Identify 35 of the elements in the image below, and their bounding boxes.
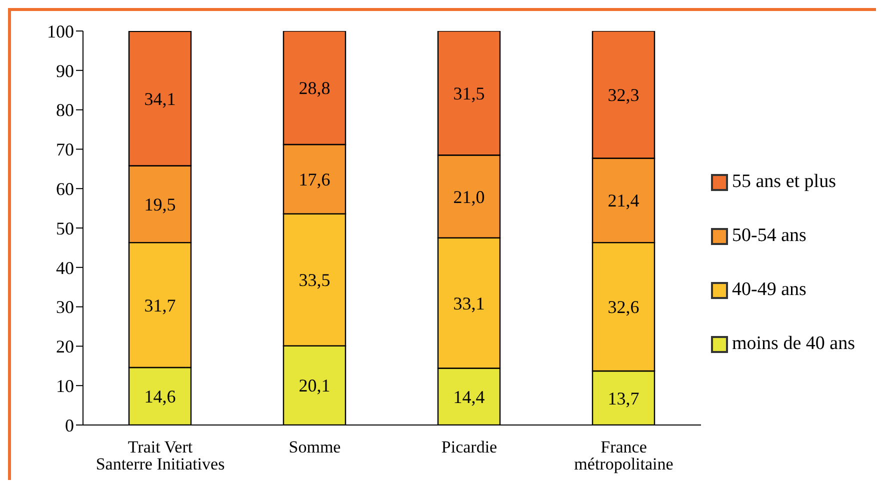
data-label: 32,6 xyxy=(608,297,640,318)
legend-label: moins de 40 ans xyxy=(732,333,855,355)
y-tick-label: 30 xyxy=(56,297,74,318)
y-tick-label: 90 xyxy=(56,60,74,81)
y-tick-label: 70 xyxy=(56,140,74,160)
data-label: 14,6 xyxy=(144,386,176,407)
data-label: 19,5 xyxy=(144,194,176,214)
y-tick-label: 20 xyxy=(56,336,74,357)
y-tick-label: 10 xyxy=(56,376,74,396)
data-label: 21,0 xyxy=(453,186,485,207)
data-label: 28,8 xyxy=(298,78,330,98)
data-label: 13,7 xyxy=(608,388,640,408)
x-tick-label: Somme xyxy=(288,437,341,456)
legend-label: 40-49 ans xyxy=(732,279,806,301)
data-label: 31,5 xyxy=(453,83,485,104)
y-tick-label: 60 xyxy=(56,178,74,199)
x-tick-label: Trait Vert Santerre Initiatives xyxy=(96,437,225,474)
data-label: 14,4 xyxy=(453,386,485,407)
data-label: 33,5 xyxy=(298,270,330,290)
y-tick-label: 80 xyxy=(56,100,74,120)
y-tick-label: 40 xyxy=(56,258,74,278)
y-tick-label: 100 xyxy=(47,21,74,42)
data-label: 33,1 xyxy=(453,293,485,314)
legend-label: 50-54 ans xyxy=(732,225,806,247)
data-label: 21,4 xyxy=(608,190,640,211)
legend-label: 55 ans et plus xyxy=(732,171,836,193)
data-label: 20,1 xyxy=(298,376,330,396)
y-tick-label: 50 xyxy=(56,218,74,238)
x-tick-label: Picardie xyxy=(441,437,498,456)
data-label: 17,6 xyxy=(298,169,330,190)
data-label: 31,7 xyxy=(144,295,176,316)
data-label: 34,1 xyxy=(144,88,176,109)
y-tick-label: 0 xyxy=(65,415,74,436)
data-label: 32,3 xyxy=(608,84,640,105)
x-tick-label: France métropolitaine xyxy=(574,437,674,474)
